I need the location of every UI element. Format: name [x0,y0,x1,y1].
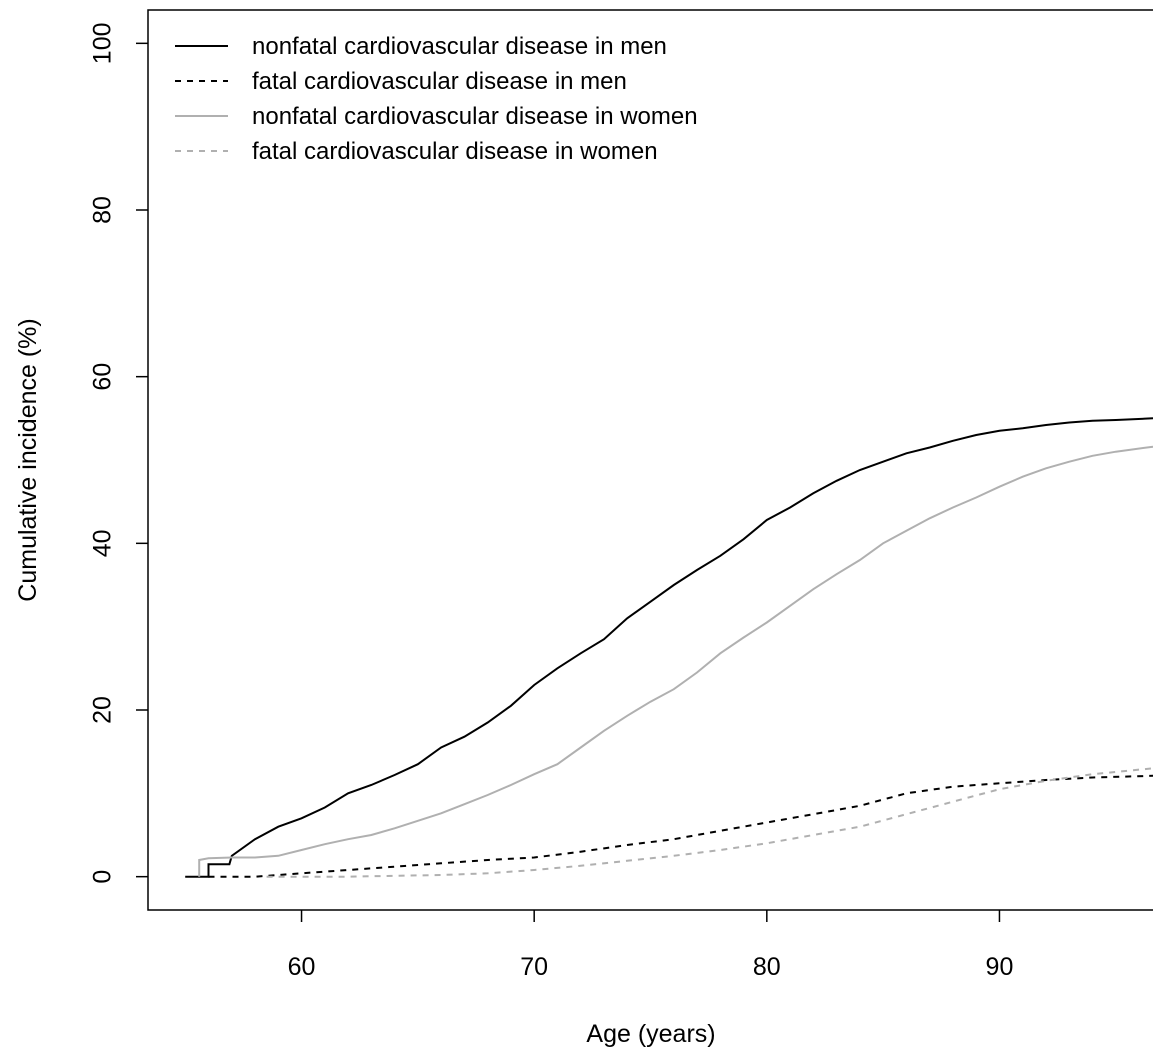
y-tick-label: 0 [89,870,117,884]
y-tick-label: 80 [89,196,117,224]
x-tick-label: 60 [288,953,316,981]
y-tick-label: 20 [89,696,117,724]
plot-frame [147,9,1153,911]
y-tick-label: 60 [89,363,117,391]
legend-label-4: fatal cardiovascular disease in women [252,138,658,165]
y-axis: 0 20 40 60 80 100 [89,22,148,884]
series-line-4 [266,767,1153,878]
y-axis-title: Cumulative incidence (%) [14,318,42,601]
series-layer [185,417,1153,878]
x-tick-label: 80 [753,953,781,981]
legend-label-3: nonfatal cardiovascular disease in women [252,103,698,130]
legend: nonfatal cardiovascular disease in men fa… [175,33,698,165]
series-line-2 [208,774,1153,878]
series-line-3 [198,445,1153,877]
y-tick-label: 100 [89,22,117,64]
legend-label-2: fatal cardiovascular disease in men [252,68,627,95]
x-axis: 60 70 80 90 [288,910,1014,981]
x-tick-label: 90 [986,953,1014,981]
series-line-1 [185,417,1153,878]
y-tick-label: 40 [89,529,117,557]
legend-label-1: nonfatal cardiovascular disease in men [252,33,667,60]
x-tick-label: 70 [520,953,548,981]
x-axis-title: Age (years) [586,1020,715,1048]
